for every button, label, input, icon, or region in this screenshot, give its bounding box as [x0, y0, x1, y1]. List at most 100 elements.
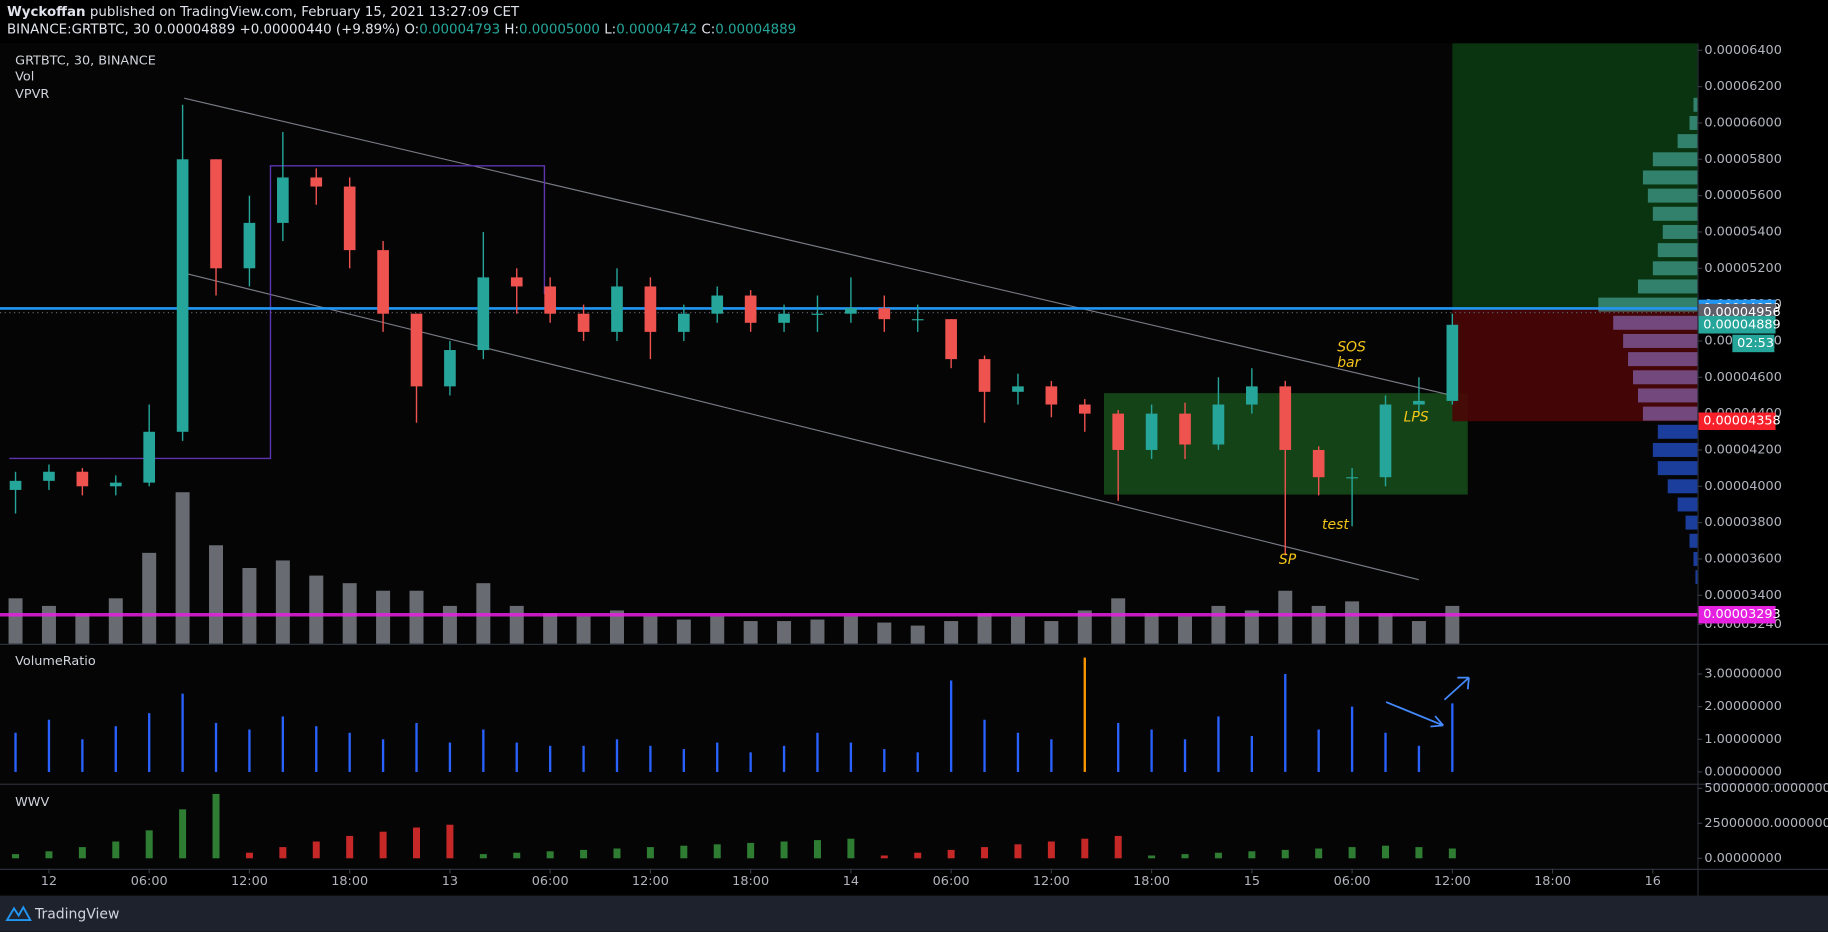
candle-body: [878, 308, 891, 320]
y-tick-label: 0.00006000: [1704, 115, 1781, 130]
wwv-bar: [880, 855, 888, 859]
x-tick-label: 18:00: [1133, 874, 1170, 889]
vpvr-bar: [1677, 497, 1698, 512]
brand: TradingView: [34, 906, 119, 922]
volume-bar: [8, 598, 23, 644]
x-tick-label: 06:00: [1334, 874, 1371, 889]
volume-bar: [743, 621, 758, 644]
header-line-2: BINANCE:GRTBTC, 30 0.00004889 +0.0000044…: [7, 22, 796, 37]
drawings: [9, 97, 1458, 581]
wwv-bar: [580, 849, 588, 859]
y-tick-label: 0.00006400: [1704, 43, 1781, 58]
legend: VolumeRatio: [15, 654, 96, 669]
axes: 0.00006400 0.00006200 0.00006000 0.00005800…: [41, 43, 1828, 889]
volume-bar: [1445, 605, 1460, 644]
annotation: SOS: [1337, 340, 1366, 356]
volume-bar: [877, 622, 892, 644]
candle-body: [1145, 413, 1158, 450]
candle-body: [143, 431, 156, 483]
vpvr-bar: [1642, 170, 1698, 185]
candle-body: [277, 177, 289, 223]
candle-body: [945, 319, 957, 360]
y-tick-label: 0.00005200: [1704, 261, 1781, 276]
countdown: 02:53: [1737, 336, 1774, 351]
candle-body: [176, 159, 189, 432]
vpvr-bar: [1685, 515, 1698, 530]
wwv-bar: [1382, 845, 1390, 859]
candle-body: [711, 295, 724, 314]
x-tick-label: 12:00: [1033, 874, 1070, 889]
volume-bar: [309, 575, 324, 644]
wwv-bar: [1248, 851, 1256, 859]
y-tick-label: 2.00000000: [1704, 699, 1781, 714]
volume-bar: [1378, 613, 1393, 644]
candle-body: [845, 308, 857, 314]
ohlc-value: 0.00004793: [419, 22, 500, 37]
vpvr-bar: [1628, 352, 1698, 367]
wwv-bar: [1014, 844, 1022, 859]
volume-bar: [376, 590, 391, 644]
candle-body: [1446, 324, 1459, 401]
candle-body: [978, 359, 991, 392]
legend: GRTBTC, 30, BINANCE: [15, 53, 156, 68]
ohlc-key: L:: [604, 22, 616, 37]
candle-body: [644, 286, 657, 332]
candle-body: [243, 222, 256, 269]
wwv-bar: [245, 852, 253, 859]
volume-bar: [75, 613, 90, 644]
wwv-bar: [981, 847, 989, 859]
candle-body: [811, 313, 824, 315]
price-label-bg: [1698, 412, 1776, 430]
volume-bar: [442, 605, 457, 644]
wwv-bar: [312, 841, 320, 859]
y-tick-label: 0.00000000: [1704, 764, 1781, 779]
vpvr-bar: [1652, 152, 1698, 167]
volume-bar: [1311, 605, 1326, 644]
volume-bar: [1144, 613, 1159, 644]
y-tick-label: 0.00000000: [1704, 851, 1781, 866]
volume-bar: [242, 568, 257, 644]
x-tick-label: 06:00: [933, 874, 970, 889]
wwv-bar: [446, 824, 454, 859]
last: 0.00004889: [154, 22, 235, 37]
candle-body: [911, 319, 924, 321]
candle-body: [310, 177, 323, 187]
wwv-bar: [914, 852, 922, 859]
vpvr-bar: [1667, 479, 1698, 494]
y-tick-label: 0.00003800: [1704, 515, 1781, 530]
ohlc-value: 0.00004889: [715, 22, 796, 37]
candle-body: [1413, 400, 1425, 405]
y-tick-label: 0.00003600: [1704, 551, 1781, 566]
arrow: [1443, 676, 1470, 701]
volume-bar: [1178, 616, 1193, 644]
author: Wyckoffan: [7, 5, 86, 20]
volume-layer: [8, 97, 1698, 859]
wwv-bar: [780, 841, 788, 859]
wwv-bar: [613, 848, 621, 859]
vpvr-bar: [1657, 461, 1698, 476]
vpvr-bar: [1652, 206, 1698, 221]
candle-body: [1346, 477, 1358, 479]
x-tick-label: 06:00: [131, 874, 168, 889]
volume-bar: [810, 619, 825, 644]
wwv-bar: [479, 854, 487, 859]
legend: VPVR: [15, 87, 49, 102]
range-outline: [104, 165, 546, 460]
wwv-bar: [947, 849, 955, 859]
wwv-bar: [1415, 847, 1423, 859]
candle-body: [611, 286, 623, 332]
volume-bar: [843, 616, 858, 644]
volume-bar: [777, 621, 792, 644]
volume-bar: [209, 545, 224, 644]
wwv-bar: [847, 838, 855, 859]
x-tick-label: 12:00: [231, 874, 268, 889]
candle-body: [9, 480, 22, 490]
vpvr-bar: [1677, 134, 1698, 149]
candle-body: [577, 313, 590, 332]
vpvr-bar: [1642, 406, 1698, 421]
candle-body: [1246, 386, 1258, 405]
wwv-bar: [513, 852, 521, 859]
candle-body: [109, 482, 122, 487]
x-tick-label: 12:00: [1434, 874, 1471, 889]
candle-body: [477, 277, 490, 351]
